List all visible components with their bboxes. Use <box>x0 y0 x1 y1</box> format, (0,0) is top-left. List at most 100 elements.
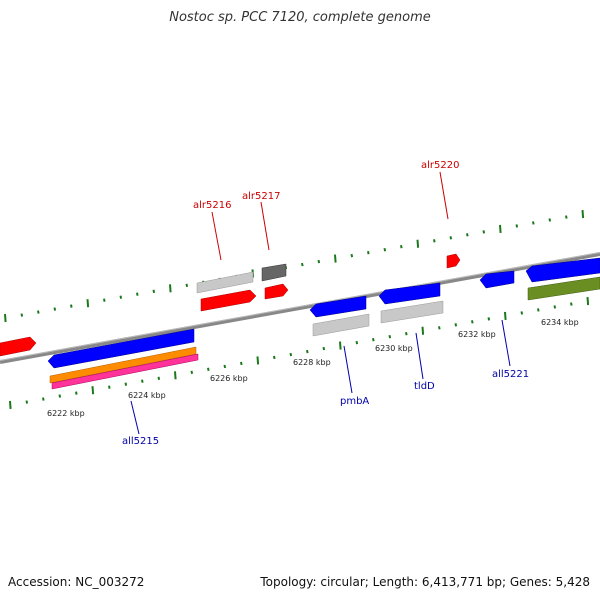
gene-label-all5215[interactable]: all5215 <box>122 436 159 447</box>
scale-minor-tick <box>75 391 78 395</box>
forward-features <box>0 253 461 357</box>
scale-major-tick <box>4 313 7 323</box>
tick-label: 6232 kbp <box>458 330 496 339</box>
gene-label-all5221[interactable]: all5221 <box>492 369 529 380</box>
scale-minor-tick <box>273 355 276 360</box>
hit-box-pmbA-gray[interactable] <box>312 313 370 337</box>
scale-major-tick <box>504 311 507 320</box>
gene-label-alr5220[interactable]: alr5220 <box>421 160 459 171</box>
map-title: Nostoc sp. PCC 7120, complete genome <box>169 10 431 25</box>
gene-label-alr5217[interactable]: alr5217 <box>242 191 280 202</box>
scale-minor-tick <box>37 310 40 314</box>
tick-label: 6226 kbp <box>210 374 248 383</box>
scale-minor-tick <box>289 352 293 357</box>
scale-minor-tick <box>350 253 354 258</box>
scale-minor-tick <box>553 305 557 309</box>
scale-minor-tick <box>185 283 189 288</box>
genome-backbone <box>0 252 600 364</box>
scale-minor-tick <box>438 326 441 330</box>
scale-minor-tick <box>515 224 519 228</box>
scale-minor-tick <box>152 289 156 293</box>
gene-arrow-alr5217[interactable] <box>264 283 289 300</box>
scale-tick-labels: 6222 kbp 6224 kbp 6226 kbp 6228 kbp 6230… <box>47 318 579 418</box>
scale-major-tick <box>581 209 585 219</box>
scale-minor-tick <box>58 394 62 398</box>
label-leader-lines <box>130 171 511 435</box>
gene-label-pmbA[interactable]: pmbA <box>340 396 369 407</box>
tick-label: 6234 kbp <box>541 318 579 327</box>
scale-minor-tick <box>570 302 573 306</box>
scale-minor-tick <box>240 361 243 366</box>
tick-label: 6224 kbp <box>128 391 166 400</box>
gene-label-tldD[interactable]: tldD <box>414 381 435 392</box>
scale-minor-tick <box>548 218 552 222</box>
gene-arrow-left-edge[interactable] <box>0 336 37 357</box>
scale-minor-tick <box>433 239 436 243</box>
tick-label: 6222 kbp <box>47 409 85 418</box>
scale-minor-tick <box>25 400 29 404</box>
upper-scale-dots <box>4 209 585 323</box>
scale-minor-tick <box>388 334 392 339</box>
gene-arrow-alr5216[interactable] <box>200 289 257 312</box>
scale-minor-tick <box>537 308 540 312</box>
scale-minor-tick <box>383 247 387 252</box>
gene-labels: alr5216 alr5217 alr5220 all5215 pmbA tld… <box>122 160 529 447</box>
gene-arrow-pmbA[interactable] <box>309 295 367 318</box>
gene-arrow-alr5220[interactable] <box>446 253 461 269</box>
scale-minor-tick <box>466 233 469 237</box>
topology-label: Topology: circular; Length: 6,413,771 bp… <box>260 575 590 589</box>
scale-minor-tick <box>53 307 57 311</box>
lower-scale-dots <box>9 296 590 410</box>
scale-minor-tick <box>405 332 408 336</box>
scale-minor-tick <box>449 236 453 240</box>
hit-bar-all5215-orange[interactable] <box>49 346 197 384</box>
scale-major-tick <box>421 326 425 335</box>
hit-box-tldD-gray[interactable] <box>380 300 444 324</box>
genome-backbone-highlight <box>0 252 600 361</box>
scale-minor-tick <box>223 364 227 369</box>
tick-label: 6228 kbp <box>293 358 331 367</box>
gene-arrow-right-edge[interactable] <box>525 257 600 283</box>
scale-minor-tick <box>454 323 458 327</box>
scale-major-tick <box>586 296 590 306</box>
scale-major-tick <box>174 371 177 380</box>
scale-minor-tick <box>190 370 194 375</box>
scale-minor-tick <box>20 313 24 317</box>
hit-box-alr5216-gray[interactable] <box>196 271 254 294</box>
scale-minor-tick <box>487 317 491 321</box>
gene-arrow-all5221[interactable] <box>479 270 515 289</box>
scale-minor-tick <box>301 262 304 267</box>
scale-minor-tick <box>520 311 524 315</box>
gene-label-alr5216[interactable]: alr5216 <box>193 200 231 211</box>
scale-minor-tick <box>108 385 111 389</box>
scale-minor-tick <box>141 379 144 383</box>
scale-major-tick <box>499 224 502 233</box>
scale-minor-tick <box>70 304 73 308</box>
scale-major-tick <box>256 356 260 365</box>
scale-minor-tick <box>119 295 123 299</box>
hit-bar-all5215-pink[interactable] <box>51 353 199 390</box>
scale-minor-tick <box>306 349 309 354</box>
scale-major-tick <box>9 400 12 410</box>
scale-minor-tick <box>355 340 359 345</box>
scale-minor-tick <box>372 337 375 342</box>
scale-minor-tick <box>400 245 403 249</box>
scale-minor-tick <box>322 346 326 351</box>
gene-arrow-all5215[interactable] <box>47 328 195 369</box>
reverse-features <box>47 257 600 390</box>
scale-minor-tick <box>207 367 210 372</box>
scale-major-tick <box>416 239 420 248</box>
scale-minor-tick <box>482 230 486 234</box>
scale-major-tick <box>334 254 337 263</box>
scale-minor-tick <box>42 397 45 401</box>
scale-major-tick <box>86 299 90 308</box>
hit-box-alr5217-dark[interactable] <box>261 263 287 282</box>
scale-minor-tick <box>317 259 321 264</box>
scale-major-tick <box>91 386 95 395</box>
gene-arrow-tldD[interactable] <box>378 282 441 305</box>
scale-minor-tick <box>471 320 474 324</box>
scale-minor-tick <box>136 292 139 296</box>
scale-minor-tick <box>367 250 370 255</box>
hit-bar-olive[interactable] <box>527 276 600 301</box>
